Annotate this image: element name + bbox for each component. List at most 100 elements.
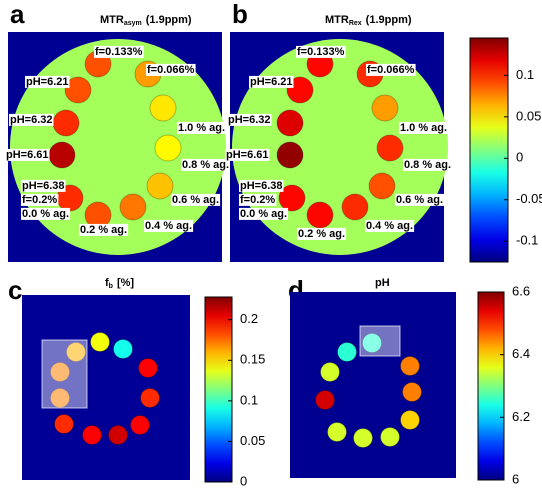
annotation: pH=6.21 [249,76,294,88]
annotation: f=0.2% [239,194,276,206]
vial [369,173,395,199]
colorbar-tick-label: 0 [516,150,523,165]
annotation-text: pH=6.32 [10,114,53,126]
vial [53,110,79,136]
annotation-text: pH=6.21 [26,76,69,88]
vial [277,142,303,168]
panel-title: pH [375,277,390,289]
annotation: 0.4 % ag. [144,220,193,232]
annotation-text: 1.0 % ag. [178,122,225,134]
annotation: 0.8 % ag. [403,159,452,171]
annotation-text: f=0.066% [367,64,415,76]
annotation-text: f=0.2% [240,194,275,206]
colorbar-tick-label: 6 [512,471,519,486]
annotation-text: 0.2 % ag. [298,228,345,240]
panel-letter: c [8,275,22,305]
annotation-text: f=0.066% [147,64,195,76]
annotation-text: pH=6.38 [22,180,65,192]
vial [321,363,340,382]
annotation-text: f=0.2% [22,194,57,206]
vial [277,110,303,136]
vial [147,173,173,199]
vial [120,194,146,220]
annotation-text: 0.8 % ag. [404,159,451,171]
annotation: 0.6 % ag. [171,194,220,206]
annotation: pH=6.38 [239,180,284,192]
annotation: 0.6 % ag. [395,194,444,206]
annotation: pH=6.21 [25,76,70,88]
colorbar-tick-label: -0.05 [516,191,542,206]
vial [401,357,420,376]
annotation: pH=6.32 [9,114,54,126]
vial [139,359,158,378]
annotation-text: 0.2 % ag. [80,224,127,236]
annotation: 0.2 % ag. [79,224,128,236]
annotation-text: pH=6.32 [228,114,271,126]
colorbar-tick-label: -0.1 [516,233,538,248]
vial [316,391,335,410]
annotation: pH=6.61 [225,149,270,161]
title-part: MTR [100,14,124,26]
colorbar [205,297,232,482]
annotation-text: 0.0 % ag. [240,208,287,220]
annotation: 0.0 % ag. [239,208,288,220]
vial [83,426,102,445]
colorbar [478,292,504,480]
title-part: [%] [117,277,134,289]
colorbar-tick-label: 0.05 [516,108,541,123]
annotation-text: 0.6 % ag. [396,194,443,206]
colorbar-tick-label: 6.4 [512,346,530,361]
vial [114,340,133,359]
vial [49,142,75,168]
vial [372,95,398,121]
annotation: f=0.2% [21,194,58,206]
panel-title: fb[%] [105,277,134,290]
panel-letter: b [232,0,248,29]
figure: aMTRasym(1.9ppm)f=0.133%f=0.066%pH=6.211… [0,0,542,490]
annotation-text: f=0.133% [297,46,345,58]
annotation-text: 0.4 % ag. [145,220,192,232]
vial [307,202,333,228]
annotation: 0.4 % ag. [365,220,414,232]
colorbar-tick-label: 0.05 [240,433,265,448]
annotation: 1.0 % ag. [177,122,226,134]
annotation: f=0.066% [366,64,416,76]
annotation-text: 1.0 % ag. [400,122,447,134]
image-background [290,292,456,478]
annotation-text: pH=6.21 [250,76,293,88]
colorbar [470,38,508,262]
vial [55,415,74,434]
annotation-text: pH=6.38 [240,180,283,192]
title-part: Rex [349,20,362,27]
annotation: pH=6.38 [21,180,66,192]
title-part: MTR [325,14,349,26]
annotation: f=0.066% [146,64,196,76]
panel-letter: a [10,0,25,29]
title-part: b [109,283,113,290]
colorbar-tick-label: 0.1 [516,67,534,82]
vial [401,411,420,430]
annotation: f=0.133% [296,46,346,58]
annotation: 1.0 % ag. [399,122,448,134]
vial [150,95,176,121]
vial [381,428,400,447]
title-part: asym [124,20,142,27]
title-part: (1.9ppm) [366,14,412,26]
colorbar-tick-label: 0.15 [240,352,265,367]
colorbar-tick-label: 6.2 [512,409,530,424]
title-part: pH [375,277,390,289]
panel-title: MTRasym(1.9ppm) [100,14,192,27]
annotation-text: pH=6.61 [6,149,49,161]
annotation: 0.0 % ag. [21,208,70,220]
colorbar-tick-label: 6.6 [512,283,530,298]
colorbar-tick-label: 0.1 [240,392,258,407]
annotation-text: 0.4 % ag. [366,220,413,232]
annotation-text: pH=6.61 [226,149,269,161]
vial [338,343,357,362]
vial [403,383,422,402]
page: {"chart_data":[ {"type":"heatmap","lette… [0,0,542,495]
vial [109,426,128,445]
vial [377,135,403,161]
highlight [42,340,87,408]
annotation: 0.8 % ag. [181,159,230,171]
